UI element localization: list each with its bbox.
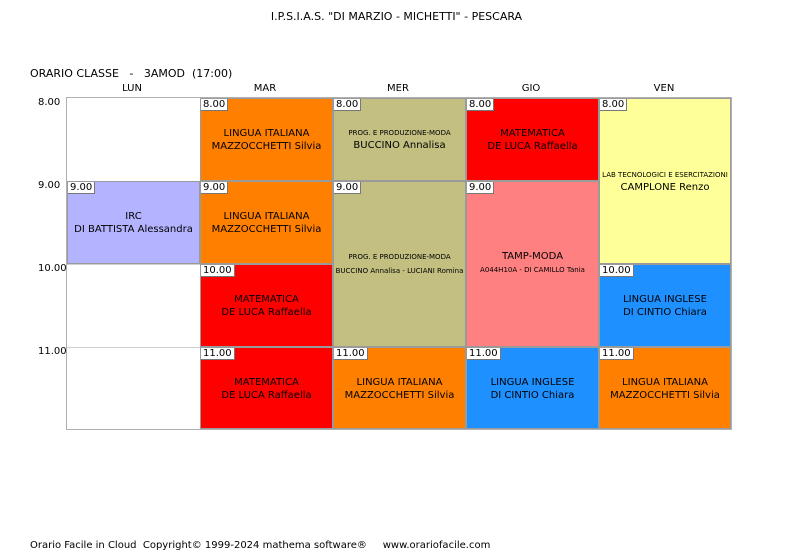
lesson-cell[interactable]: 9.00 TAMP-MODA A044H10A - DI CAMILLO Tani… — [466, 181, 599, 347]
hour-label-10: 10.00 — [38, 263, 67, 274]
lesson-teacher: DE LUCA Raffaella — [487, 141, 578, 152]
lesson-cell[interactable]: 11.00 LINGUA ITALIANA MAZZOCCHETTI Silvia — [333, 347, 466, 429]
timetable-grid: 9.00 IRC DI BATTISTA Alessandra 8.00 LING… — [66, 97, 732, 430]
lesson-subject: TAMP-MODA — [501, 251, 564, 262]
lesson-subject: LINGUA ITALIANA — [223, 211, 310, 222]
lesson-time: 9.00 — [201, 182, 229, 194]
lesson-cell[interactable]: 11.00 MATEMATICA DE LUCA Raffaella — [200, 347, 333, 429]
lesson-cell[interactable]: 9.00 IRC DI BATTISTA Alessandra — [67, 181, 200, 264]
lesson-time: 11.00 — [600, 348, 634, 360]
lesson-teacher: MAZZOCCHETTI Silvia — [344, 390, 455, 401]
lesson-cell[interactable]: 10.00 MATEMATICA DE LUCA Raffaella — [200, 264, 333, 347]
lesson-time: 10.00 — [201, 265, 235, 277]
lesson-subject: MATEMATICA — [500, 128, 565, 139]
day-header-mar: MAR — [253, 83, 277, 94]
lesson-subject: PROG. E PRODUZIONE-MODA — [348, 253, 451, 261]
lesson-subject: LINGUA ITALIANA — [356, 377, 443, 388]
lesson-subject: MATEMATICA — [234, 294, 299, 305]
day-header-ven: VEN — [653, 83, 675, 94]
hour-label-9: 9.00 — [38, 180, 61, 191]
lesson-time: 8.00 — [467, 99, 495, 111]
lesson-subject: LINGUA ITALIANA — [223, 128, 310, 139]
lesson-subject: LINGUA ITALIANA — [622, 377, 708, 388]
hour-label-8: 8.00 — [38, 97, 61, 108]
lesson-time: 11.00 — [201, 348, 235, 360]
lesson-cell[interactable]: 10.00 LINGUA INGLESE DI CINTIO Chiara — [599, 264, 731, 347]
footer-copyright: Orario Facile in Cloud Copyright© 1999-2… — [30, 540, 491, 551]
lesson-teacher: CAMPLONE Renzo — [620, 182, 710, 193]
day-header-mer: MER — [387, 83, 409, 94]
lesson-teacher: MAZZOCCHETTI Silvia — [211, 224, 322, 235]
lesson-cell[interactable]: 8.00 MATEMATICA DE LUCA Raffaella — [466, 98, 599, 181]
class-label: ORARIO CLASSE - 3AMOD (17:00) — [30, 67, 233, 80]
lesson-cell[interactable]: 8.00 LAB TECNOLOGICI E ESERCITAZIONI CAMP… — [599, 98, 731, 264]
lesson-cell[interactable]: 8.00 PROG. E PRODUZIONE-MODA BUCCINO Anna… — [333, 98, 466, 181]
lesson-subject: PROG. E PRODUZIONE-MODA — [348, 129, 451, 137]
lesson-cell[interactable]: 11.00 LINGUA ITALIANA MAZZOCCHETTI Silvia — [599, 347, 731, 429]
lesson-subject: LINGUA INGLESE — [623, 294, 707, 305]
lesson-teacher: MAZZOCCHETTI Silvia — [211, 141, 322, 152]
lesson-teacher: DE LUCA Raffaella — [221, 307, 312, 318]
lesson-cell[interactable]: 9.00 PROG. E PRODUZIONE-MODA BUCCINO Anna… — [333, 181, 466, 347]
day-header-lun: LUN — [122, 83, 142, 94]
lesson-teacher: DI CINTIO Chiara — [623, 307, 707, 318]
school-title: I.P.S.I.A.S. "DI MARZIO - MICHETTI" - PE… — [270, 10, 523, 23]
lesson-time: 8.00 — [600, 99, 628, 111]
lesson-teacher: A044H10A - DI CAMILLO Tania — [480, 266, 585, 274]
lesson-teacher: DI BATTISTA Alessandra — [74, 224, 193, 235]
lesson-subject: LAB TECNOLOGICI E ESERCITAZIONI — [602, 171, 728, 179]
lesson-teacher: BUCCINO Annalisa - LUCIANI Romina — [335, 267, 464, 275]
lesson-teacher: BUCCINO Annalisa — [353, 140, 446, 151]
lesson-time: 10.00 — [600, 265, 634, 277]
lesson-subject: MATEMATICA — [234, 377, 299, 388]
lesson-time: 9.00 — [334, 182, 362, 194]
lesson-subject: LINGUA INGLESE — [490, 377, 575, 388]
lesson-teacher: DI CINTIO Chiara — [490, 390, 575, 401]
lesson-subject: IRC — [125, 211, 142, 222]
lesson-time: 9.00 — [68, 182, 96, 194]
lesson-teacher: DE LUCA Raffaella — [221, 390, 312, 401]
lesson-cell[interactable]: 8.00 LINGUA ITALIANA MAZZOCCHETTI Silvia — [200, 98, 333, 181]
lesson-cell[interactable]: 11.00 LINGUA INGLESE DI CINTIO Chiara — [466, 347, 599, 429]
hour-label-11: 11.00 — [38, 346, 67, 357]
lesson-time: 9.00 — [467, 182, 495, 194]
lesson-time: 11.00 — [334, 348, 368, 360]
day-header-gio: GIO — [521, 83, 541, 94]
lesson-time: 8.00 — [334, 99, 362, 111]
lesson-cell[interactable]: 9.00 LINGUA ITALIANA MAZZOCCHETTI Silvia — [200, 181, 333, 264]
lesson-teacher: MAZZOCCHETTI Silvia — [610, 390, 720, 401]
lesson-time: 8.00 — [201, 99, 229, 111]
lesson-time: 11.00 — [467, 348, 501, 360]
